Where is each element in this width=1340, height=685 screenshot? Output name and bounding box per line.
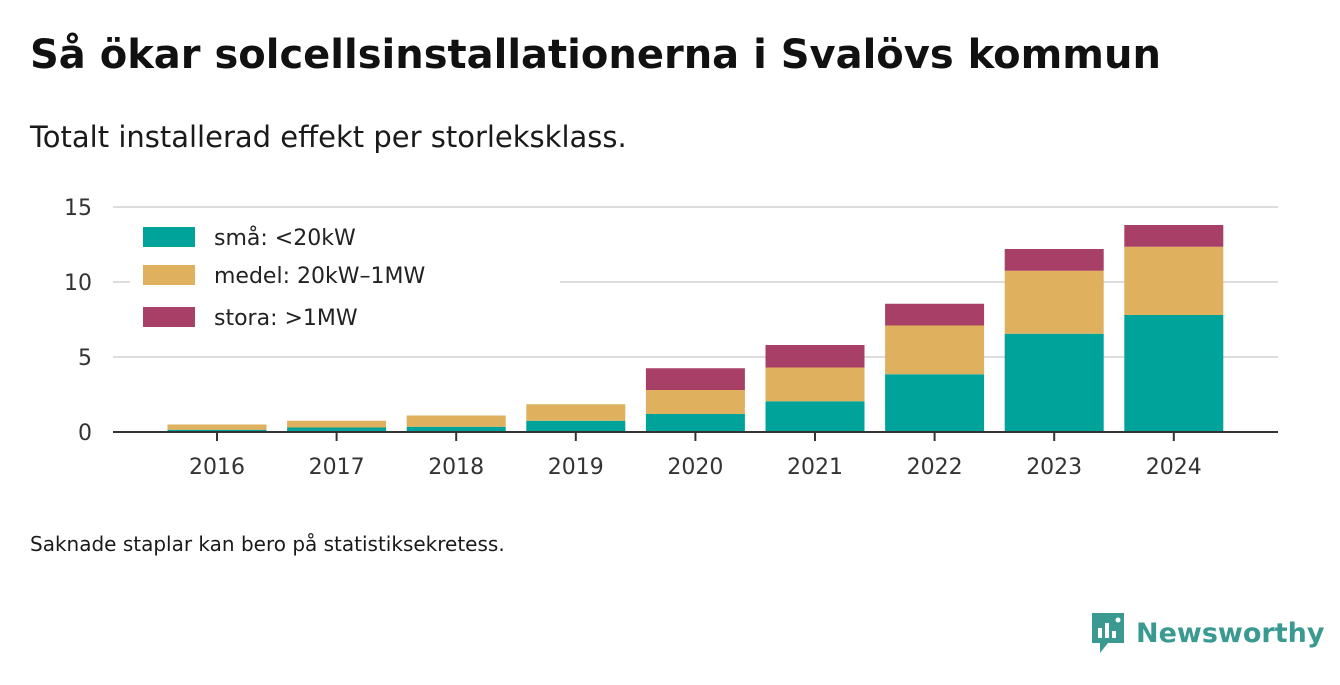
bar-segment	[1004, 333, 1104, 432]
legend: små: <20kW medel: 20kW–1MW stora: >1MW	[130, 223, 560, 335]
bar-segment	[1124, 246, 1224, 315]
bar-segment	[765, 401, 865, 432]
bar-segment	[526, 420, 626, 432]
bars	[167, 225, 1224, 432]
bar-segment	[526, 404, 626, 421]
bar-segment	[167, 424, 267, 430]
x-tick-label: 2020	[667, 455, 723, 480]
chart-subtitle: Totalt installerad effekt per storlekskl…	[30, 120, 627, 154]
x-tick-label: 2017	[309, 455, 365, 480]
bar-segment	[406, 415, 506, 427]
bar-segment	[406, 426, 506, 432]
x-tick-label: 2016	[189, 455, 245, 480]
stacked-bar-chart: 0 5 10 15 2016 2017 2018 2019 2020 2021 2022 2023 20…	[64, 196, 1278, 480]
bar-segment	[1124, 315, 1224, 432]
footnote: Saknade staplar kan bero på statistiksek…	[30, 532, 505, 556]
y-tick-label: 10	[64, 271, 92, 296]
x-tick-label: 2019	[548, 455, 604, 480]
bar-chart-speech-bubble-icon	[1092, 613, 1124, 653]
bar-segment	[645, 414, 745, 432]
brand-logo: Newsworthy	[1090, 610, 1324, 656]
legend-label: medel: 20kW–1MW	[214, 264, 425, 289]
bar-segment	[1004, 249, 1104, 271]
bar-segment	[645, 390, 745, 414]
x-tick-label: 2018	[428, 455, 484, 480]
x-tick-label: 2021	[787, 455, 843, 480]
bar-segment	[885, 303, 985, 326]
y-tick-label: 15	[64, 196, 92, 221]
legend-background	[130, 261, 560, 293]
bar-segment	[645, 368, 745, 390]
bar-segment	[765, 345, 865, 368]
bar-segment	[287, 427, 387, 432]
x-tick-label: 2023	[1026, 455, 1082, 480]
legend-swatch	[143, 227, 195, 247]
y-tick-label: 0	[78, 421, 92, 446]
bar-segment	[885, 374, 985, 432]
bar-segment	[765, 367, 865, 402]
legend-swatch	[143, 307, 195, 327]
x-tick-label: 2022	[907, 455, 963, 480]
legend-label: stora: >1MW	[214, 306, 358, 331]
bar-segment	[287, 420, 387, 428]
legend-swatch	[143, 265, 195, 285]
brand-name: Newsworthy	[1136, 617, 1325, 649]
chart-title: Så ökar solcellsinstallationerna i Svalö…	[30, 32, 1161, 78]
x-tick-label: 2024	[1146, 455, 1202, 480]
bar-segment	[167, 429, 267, 432]
axes: 0 5 10 15 2016 2017 2018 2019 2020 2021 2022 2023 20…	[64, 196, 1278, 480]
y-tick-label: 5	[78, 346, 92, 371]
bar-segment	[885, 325, 985, 375]
bar-segment	[1124, 225, 1224, 247]
bar-segment	[1004, 270, 1104, 334]
legend-label: små: <20kW	[214, 225, 356, 251]
